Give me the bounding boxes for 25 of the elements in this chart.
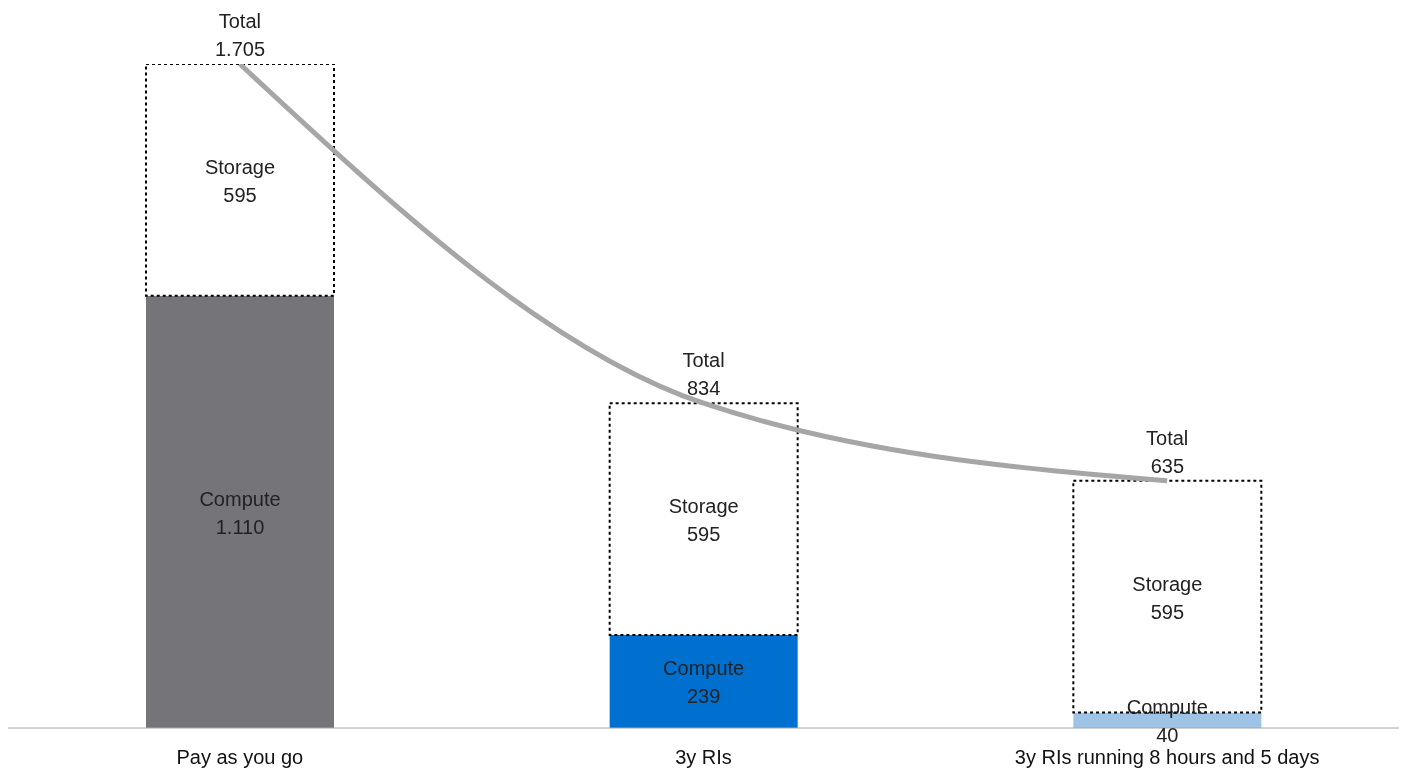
annotation: Total [218, 10, 261, 32]
x-tick-label: 3y RIs running 8 hours and 5 days [1014, 746, 1320, 769]
total-label: 834 [686, 377, 721, 400]
data-label: 595 [223, 183, 257, 206]
data-label: 1.110 [215, 515, 265, 538]
x-tick-label: Pay as you go [176, 746, 304, 769]
bar [145, 64, 335, 297]
bar [609, 634, 798, 728]
data-label: 239 [686, 685, 721, 708]
total-label: 635 [1150, 454, 1185, 477]
text: Compute [663, 657, 745, 680]
text: Compute [199, 487, 281, 510]
total-label: 1.705 [214, 38, 266, 60]
series-label: Compute [1126, 696, 1208, 719]
data-label: 40 [1156, 724, 1179, 747]
bar [146, 295, 334, 728]
annotation: Total [682, 349, 725, 372]
annotation: Total [1146, 426, 1189, 449]
bar [608, 402, 799, 636]
x-tick-label: 3y RIs [675, 746, 732, 769]
series-label: Storage [668, 495, 739, 518]
text: Storage [204, 155, 276, 178]
text: Storage [1132, 572, 1203, 595]
data-label: 595 [1150, 600, 1185, 623]
data-label: 595 [686, 523, 721, 546]
